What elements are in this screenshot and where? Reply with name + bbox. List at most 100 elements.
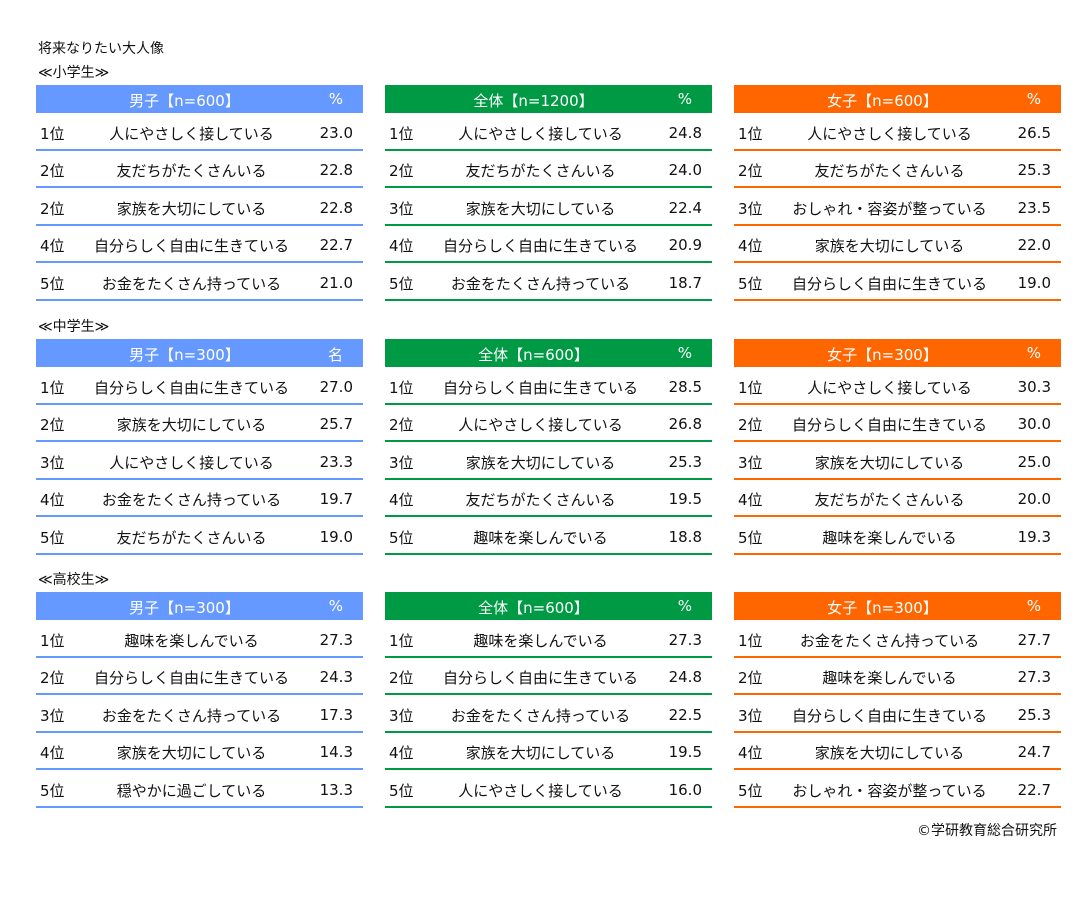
table-row: 1位 人にやさしく接している 26.5 [734,113,1061,151]
value: 22.0 [1017,236,1051,254]
ranking-table-boys: 男子【n=300】 名 1位 自分らしく自由に生きている 27.0 2位 家族を… [36,339,363,555]
rank: 4位 [389,491,414,509]
value: 22.8 [319,198,353,217]
table-row: 5位 おしゃれ・容姿が整っている 22.7 [734,770,1061,808]
rank: 1位 [40,378,65,397]
rank: 2位 [738,162,763,180]
table-row: 4位 家族を大切にしている 14.3 [36,733,363,770]
rank: 1位 [738,124,763,143]
table-header: 女子【n=300】 % [734,592,1061,620]
header-label: 女子【n=300】 [827,599,938,617]
item: 家族を大切にしている [116,416,267,434]
table-header: 女子【n=600】 % [734,85,1061,113]
rank: 1位 [389,631,414,650]
value: 22.7 [1017,780,1051,799]
table-row: 3位 家族を大切にしている 25.0 [734,442,1061,480]
item: 趣味を楽しんでいる [822,669,957,687]
item: 家族を大切にしている [814,453,965,472]
value: 18.7 [668,273,702,292]
table-row: 1位 自分らしく自由に生きている 28.5 [385,367,712,405]
rank: 3位 [389,453,414,472]
page-title: 将来なりたい大人像 [38,41,164,57]
item: 家族を大切にしている [116,199,267,218]
rank: 3位 [738,453,763,472]
rank: 5位 [389,274,414,293]
rank: 1位 [40,631,65,650]
rank: 3位 [40,706,65,725]
item: 自分らしく自由に生きている [791,706,987,725]
header-unit: % [677,344,692,362]
section-label: ≪高校生≫ [38,572,110,588]
table-row: 3位 自分らしく自由に生きている 25.3 [734,695,1061,733]
item: 自分らしく自由に生きている [442,237,638,255]
header-label: 男子【n=300】 [129,599,240,617]
value: 23.5 [1017,198,1051,217]
rank: 5位 [389,528,414,547]
item: 趣味を楽しんでいる [822,528,957,547]
value: 23.3 [319,452,353,471]
value: 24.0 [668,161,702,179]
rank: 5位 [738,274,763,293]
table-row: 2位 友だちがたくさんいる 25.3 [734,151,1061,188]
value: 26.5 [1017,123,1051,142]
rank: 1位 [389,124,414,143]
header-unit: % [677,90,692,108]
value: 20.9 [668,236,702,254]
rank: 5位 [40,781,65,800]
item: 家族を大切にしている [465,453,616,472]
item: 家族を大切にしている [814,237,965,255]
value: 25.0 [1017,452,1051,471]
header-label: 女子【n=300】 [827,346,938,364]
table-header: 男子【n=300】 % [36,592,363,620]
rank: 3位 [389,199,414,218]
table-row: 3位 お金をたくさん持っている 22.5 [385,695,712,733]
table-row: 5位 友だちがたくさんいる 19.0 [36,517,363,555]
rank: 5位 [738,528,763,547]
header-label: 男子【n=600】 [129,92,240,110]
rank: 2位 [389,162,414,180]
rank: 1位 [389,378,414,397]
item: 自分らしく自由に生きている [93,378,289,397]
ranking-table-boys: 男子【n=600】 % 1位 人にやさしく接している 23.0 2位 友だちがた… [36,85,363,301]
header-label: 全体【n=1200】 [473,92,594,110]
item: 人にやさしく接している [458,781,623,800]
rank: 4位 [40,491,65,509]
ranking-table-all: 全体【n=1200】 % 1位 人にやさしく接している 24.8 2位 友だちが… [385,85,712,301]
header-unit: % [328,90,343,108]
value: 13.3 [319,780,353,799]
table-row: 1位 お金をたくさん持っている 27.7 [734,620,1061,658]
rank: 4位 [389,237,414,255]
rank: 4位 [738,744,763,762]
table-row: 3位 人にやさしく接している 23.3 [36,442,363,480]
rank: 5位 [389,781,414,800]
header-label: 男子【n=300】 [129,346,240,364]
rank: 2位 [389,669,414,687]
value: 25.3 [1017,161,1051,179]
value: 27.3 [1017,668,1051,686]
item: 人にやさしく接している [807,378,972,397]
table-row: 1位 人にやさしく接している 23.0 [36,113,363,151]
value: 27.0 [319,377,353,396]
table-row: 5位 人にやさしく接している 16.0 [385,770,712,808]
copyright: ©学研教育総合研究所 [917,823,1057,839]
value: 24.7 [1017,743,1051,761]
item: おしゃれ・容姿が整っている [792,781,987,800]
table-row: 2位 自分らしく自由に生きている 24.3 [36,658,363,695]
rank: 5位 [40,274,65,293]
value: 19.5 [668,743,702,761]
value: 20.0 [1017,490,1051,508]
item: 自分らしく自由に生きている [442,669,638,687]
item: 趣味を楽しんでいる [473,631,608,650]
table-row: 5位 お金をたくさん持っている 21.0 [36,263,363,301]
value: 19.7 [319,490,353,508]
table-row: 4位 友だちがたくさんいる 19.5 [385,480,712,517]
table-row: 4位 友だちがたくさんいる 20.0 [734,480,1061,517]
item: 趣味を楽しんでいる [124,631,259,650]
table-row: 2位 友だちがたくさんいる 22.8 [36,151,363,188]
table-row: 4位 自分らしく自由に生きている 22.7 [36,226,363,263]
table-row: 4位 家族を大切にしている 19.5 [385,733,712,770]
value: 19.0 [319,527,353,546]
item: 人にやさしく接している [109,453,274,472]
item: 自分らしく自由に生きている [791,416,987,434]
